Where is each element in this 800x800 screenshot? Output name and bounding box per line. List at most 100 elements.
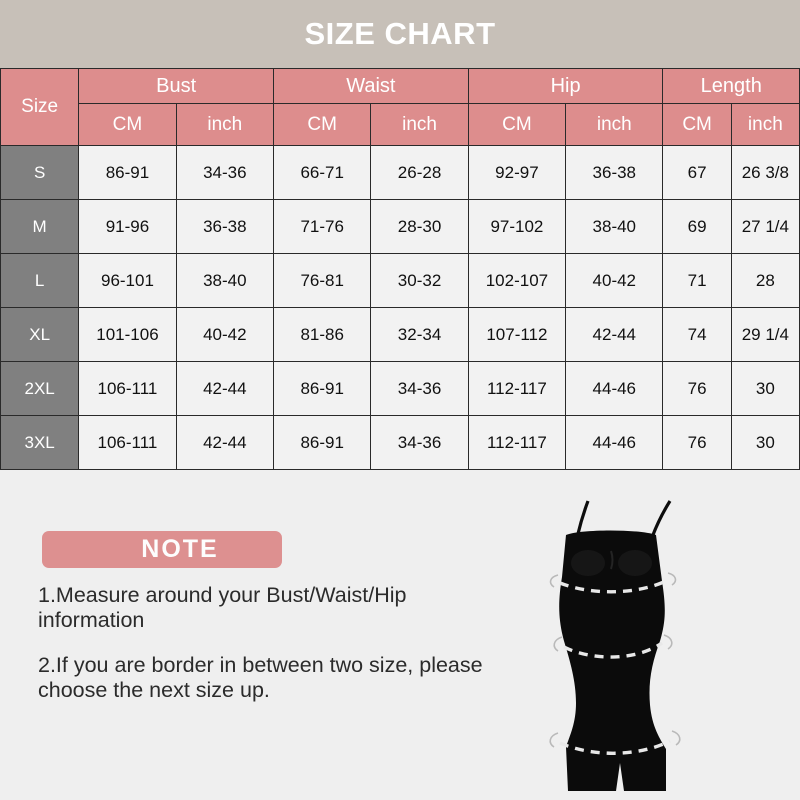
cell-waist-cm: 71-76 (272, 199, 372, 254)
cell-waist-cm: 81-86 (272, 307, 372, 362)
cell-hip-cm: 112-117 (467, 415, 567, 470)
bust-measure-line-icon (559, 579, 667, 594)
cell-waist-inch: 28-30 (370, 199, 469, 254)
cell-length-inch: 27 1/4 (730, 199, 800, 254)
header-length-inch: inch (730, 103, 800, 146)
cell-waist-cm: 86-91 (272, 415, 372, 470)
header-hip-cm: CM (467, 103, 567, 146)
cell-length-cm: 69 (662, 199, 732, 254)
hip-measure-line-icon (559, 739, 671, 755)
waist-arrow-right-icon (663, 634, 673, 650)
header-group-length: Length (662, 68, 800, 104)
center-seam-icon (610, 550, 614, 570)
cell-waist-inch: 34-36 (370, 415, 469, 470)
cell-waist-inch: 34-36 (370, 361, 469, 416)
header-group-waist: Waist (273, 68, 469, 104)
cell-bust-inch: 40-42 (175, 307, 275, 362)
cell-hip-inch: 40-42 (565, 253, 664, 308)
note-item-2: 2.If you are border in between two size,… (38, 652, 483, 702)
cell-bust-cm: 106-111 (78, 361, 177, 416)
waist-arrow-left-icon (553, 636, 563, 652)
cell-hip-inch: 42-44 (565, 307, 664, 362)
cell-hip-inch: 36-38 (565, 145, 664, 200)
garment-illustration: Bust Waist Hip (520, 495, 800, 800)
note-item-1: 1.Measure around your Bust/Waist/Hip inf… (38, 583, 407, 632)
table-row: M 91-96 36-38 71-76 28-30 97-102 38-40 6… (0, 199, 800, 254)
cell-hip-inch: 44-46 (565, 415, 664, 470)
cell-length-inch: 29 1/4 (730, 307, 800, 362)
row-size-label: 3XL (0, 415, 80, 470)
header-size: Size (0, 68, 80, 146)
bust-arrow-left-icon (549, 574, 559, 588)
note-badge-label: NOTE (141, 535, 219, 563)
bust-shading-right-icon (618, 550, 652, 576)
row-size-label: S (0, 145, 80, 200)
bust-arrow-right-icon (667, 572, 677, 586)
table-header-unit-row: CM inch CM inch CM inch CM inch (1, 103, 800, 146)
note-badge: NOTE (42, 531, 282, 568)
cell-length-inch: 30 (730, 361, 800, 416)
cell-bust-inch: 42-44 (175, 415, 275, 470)
cell-length-inch: 26 3/8 (730, 145, 800, 200)
note-list: 1.Measure around your Bust/Waist/Hip inf… (38, 583, 508, 723)
header-group-hip: Hip (467, 68, 664, 104)
header-bust-cm: CM (78, 103, 177, 146)
row-size-label: M (0, 199, 80, 254)
table-header-group-row: Size Bust Waist Hip Length (0, 68, 800, 146)
size-chart-table: Size Bust Waist Hip Length CM inch CM in… (0, 68, 800, 470)
bust-shading-left-icon (571, 550, 605, 576)
page-title: SIZE CHART (304, 16, 496, 51)
cell-hip-cm: 107-112 (467, 307, 567, 362)
header-waist-cm: CM (272, 103, 372, 146)
cell-length-cm: 67 (662, 145, 732, 200)
bodysuit-body-icon (559, 530, 666, 791)
table-row: XL 101-106 40-42 81-86 32-34 107-112 42-… (0, 307, 800, 362)
cell-length-cm: 76 (662, 415, 732, 470)
cell-length-cm: 76 (662, 361, 732, 416)
title-bar: SIZE CHART (0, 0, 800, 68)
cell-waist-inch: 32-34 (370, 307, 469, 362)
cell-bust-cm: 101-106 (78, 307, 177, 362)
cell-length-inch: 30 (730, 415, 800, 470)
cell-bust-cm: 96-101 (78, 253, 177, 308)
table-row: 3XL 106-111 42-44 86-91 34-36 112-117 44… (0, 415, 800, 470)
bodysuit-figure (549, 500, 681, 791)
cell-hip-inch: 44-46 (565, 361, 664, 416)
cell-bust-cm: 91-96 (78, 199, 177, 254)
header-group-bust: Bust (78, 68, 274, 104)
cell-length-cm: 74 (662, 307, 732, 362)
header-length-cm: CM (662, 103, 732, 146)
cell-bust-inch: 38-40 (175, 253, 275, 308)
cell-waist-inch: 30-32 (370, 253, 469, 308)
header-bust-inch: inch (175, 103, 275, 146)
cell-bust-inch: 36-38 (175, 199, 275, 254)
cell-bust-cm: 106-111 (78, 415, 177, 470)
cell-bust-inch: 34-36 (175, 145, 275, 200)
table-row: L 96-101 38-40 76-81 30-32 102-107 40-42… (0, 253, 800, 308)
cell-bust-cm: 86-91 (78, 145, 177, 200)
cell-hip-cm: 97-102 (467, 199, 567, 254)
cell-waist-cm: 86-91 (272, 361, 372, 416)
header-waist-inch: inch (370, 103, 469, 146)
row-size-label: XL (0, 307, 80, 362)
table-row: S 86-91 34-36 66-71 26-28 92-97 36-38 67… (0, 145, 800, 200)
row-size-label: 2XL (0, 361, 80, 416)
cell-length-cm: 71 (662, 253, 732, 308)
cell-length-inch: 28 (730, 253, 800, 308)
cell-bust-inch: 42-44 (175, 361, 275, 416)
header-hip-inch: inch (565, 103, 664, 146)
cell-waist-cm: 66-71 (272, 145, 372, 200)
waist-measure-line-icon (563, 641, 663, 659)
hip-arrow-right-icon (671, 730, 681, 746)
hip-arrow-left-icon (549, 732, 559, 748)
cell-hip-cm: 102-107 (467, 253, 567, 308)
cell-hip-inch: 38-40 (565, 199, 664, 254)
row-size-label: L (0, 253, 80, 308)
table-row: 2XL 106-111 42-44 86-91 34-36 112-117 44… (0, 361, 800, 416)
table-body: S 86-91 34-36 66-71 26-28 92-97 36-38 67… (0, 145, 800, 470)
cell-hip-cm: 112-117 (467, 361, 567, 416)
cell-hip-cm: 92-97 (467, 145, 567, 200)
cell-waist-cm: 76-81 (272, 253, 372, 308)
cell-waist-inch: 26-28 (370, 145, 469, 200)
